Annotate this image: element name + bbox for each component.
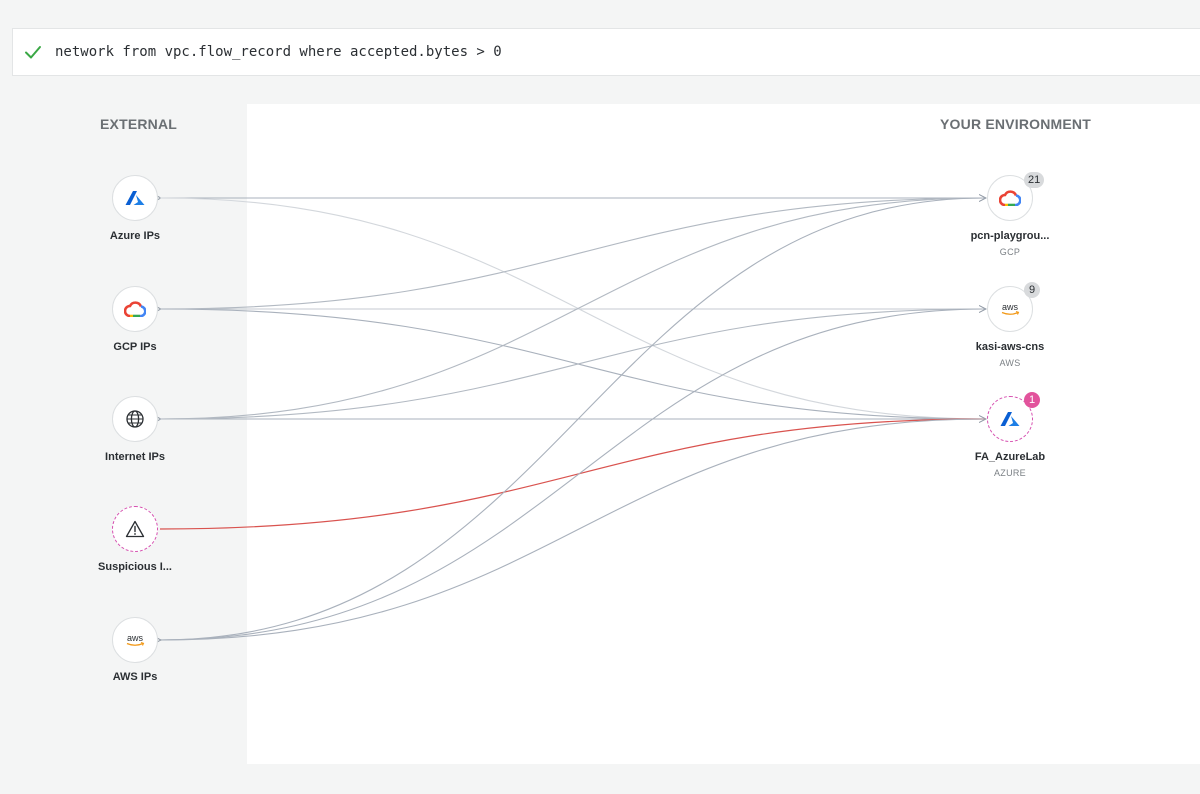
node-internet-ips[interactable] [112, 396, 158, 442]
node-provider: GCP [999, 247, 1021, 257]
node-azure-ips[interactable] [112, 175, 158, 221]
node-label: AWS IPs [112, 671, 158, 683]
azure-icon [1000, 412, 1020, 426]
azure-icon [125, 191, 145, 205]
query-input[interactable]: network from vpc.flow_record where accep… [55, 44, 502, 60]
node-label: kasi-aws-cns [975, 341, 1045, 353]
aws-icon: aws [126, 633, 145, 646]
node-fa-azurelab[interactable] [987, 396, 1033, 442]
query-bar[interactable]: network from vpc.flow_record where accep… [12, 28, 1200, 76]
node-label: Suspicious I... [98, 561, 172, 573]
node-label: Internet IPs [105, 451, 165, 463]
warning-icon [125, 520, 145, 538]
gcp-icon [999, 190, 1021, 206]
gcp-icon [124, 301, 146, 317]
node-provider: AWS [999, 358, 1021, 368]
graph-canvas [247, 104, 1200, 764]
node-aws-ips[interactable]: aws [112, 617, 158, 663]
node-label: GCP IPs [113, 341, 157, 353]
count-badge: 21 [1024, 172, 1045, 188]
external-section-title: EXTERNAL [100, 116, 178, 132]
node-gcp-ips[interactable] [112, 286, 158, 332]
node-provider: AZURE [993, 468, 1026, 478]
node-label: FA_AzureLab [974, 451, 1046, 463]
node-label: Azure IPs [109, 230, 161, 242]
count-badge: 9 [1024, 282, 1040, 298]
svg-text:aws: aws [1002, 302, 1019, 312]
environment-section-title: YOUR ENVIRONMENT [940, 116, 1091, 132]
alert-badge: 1 [1024, 392, 1040, 408]
aws-icon: aws [1001, 302, 1020, 315]
node-suspicious-ips[interactable] [112, 506, 158, 552]
node-label: pcn-playgrou... [970, 230, 1050, 242]
check-icon [25, 46, 41, 59]
globe-icon [126, 410, 144, 428]
svg-text:aws: aws [127, 633, 144, 643]
